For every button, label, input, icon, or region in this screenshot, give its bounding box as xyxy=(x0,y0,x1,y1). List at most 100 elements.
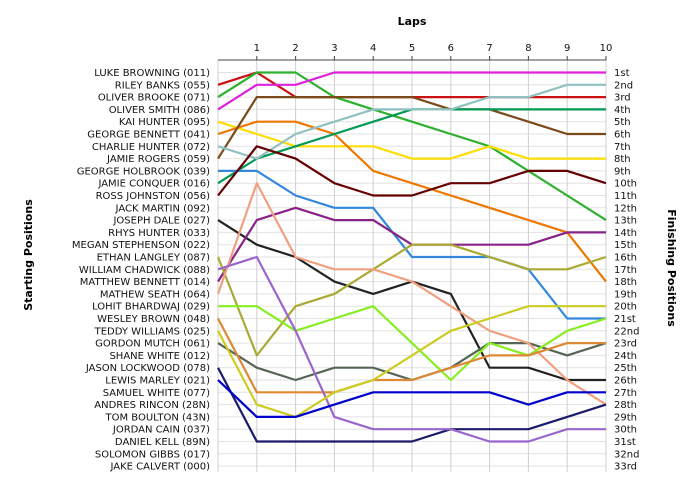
lap-tick-label: 7 xyxy=(486,43,492,54)
starting-position-label: OLIVER SMITH (086) xyxy=(109,105,210,116)
finishing-position-label: 18th xyxy=(614,277,637,288)
finishing-position-label: 8th xyxy=(614,154,631,165)
starting-position-label: ROSS JOHNSTON (056) xyxy=(96,191,210,202)
finishing-position-label: 20th xyxy=(614,302,637,313)
driver-position-line xyxy=(217,95,606,160)
finishing-position-label: 4th xyxy=(614,105,631,116)
driver-position-line xyxy=(217,255,606,443)
lap-tick-label: 10 xyxy=(600,43,613,54)
lap-tick-label: 4 xyxy=(370,43,376,54)
starting-position-label: SAMUEL WHITE (077) xyxy=(103,388,210,399)
starting-position-label: MEGAN STEPHENSON (022) xyxy=(72,240,210,251)
finishing-position-label: 12th xyxy=(614,203,637,214)
lap-tick-label: 3 xyxy=(331,43,337,54)
finishing-position-label: 1st xyxy=(614,68,630,79)
finishing-position-label: 25th xyxy=(614,363,637,374)
starting-position-label: JOSEPH DALE (027) xyxy=(112,216,210,227)
finishing-position-label: 31st xyxy=(614,437,636,448)
lap-tick-label: 8 xyxy=(525,43,531,54)
finishing-position-label: 22nd xyxy=(614,326,639,337)
starting-position-label: SOLOMON GIBBS (017) xyxy=(95,449,210,460)
finishing-position-label: 17th xyxy=(614,265,637,276)
finishing-position-label: 5th xyxy=(614,117,631,128)
driver-position-line xyxy=(216,182,607,406)
finishing-position-label: 3rd xyxy=(614,93,631,104)
starting-position-label: ETHAN LANGLEY (087) xyxy=(97,253,210,264)
lap-ticks: 1 2 3 4 5 6 7 8 9 10 xyxy=(254,43,613,60)
finishing-position-label: 23rd xyxy=(614,339,637,350)
starting-position-label: JACK MARTIN (092) xyxy=(115,203,211,214)
starting-position-label: CHARLIE HUNTER (072) xyxy=(92,142,210,153)
finishing-position-label: 21st xyxy=(614,314,636,325)
driver-position-line xyxy=(217,71,607,222)
lap-tick-label: 6 xyxy=(448,43,454,54)
driver-position-line xyxy=(218,305,607,382)
starting-position-label: LUKE BROWNING (011) xyxy=(94,68,210,79)
driver-position-line xyxy=(217,379,606,418)
starting-position-label: OLIVER BROOKE (071) xyxy=(98,93,210,104)
starting-position-label: RILEY BANKS (055) xyxy=(115,80,210,91)
driver-position-line xyxy=(217,120,607,283)
starting-position-label: GEORGE HOLBROOK (039) xyxy=(77,166,210,177)
finishing-position-label: 30th xyxy=(614,425,637,436)
starting-position-label: JAKE CALVERT (000) xyxy=(109,462,210,473)
lap-tick-label: 9 xyxy=(564,43,570,54)
starting-position-label: WILLIAM CHADWICK (088) xyxy=(79,265,210,276)
finishing-position-label: 28th xyxy=(614,400,637,411)
finishing-position-label: 33rd xyxy=(614,462,637,473)
starting-position-label: KAI HUNTER (095) xyxy=(119,117,210,128)
starting-position-label: MATHEW SEATH (064) xyxy=(100,289,210,300)
finishing-position-label: 13th xyxy=(614,216,637,227)
finishing-position-label: 29th xyxy=(614,412,637,423)
starting-position-label: JORDAN CAIN (037) xyxy=(112,425,210,436)
finishing-position-label: 19th xyxy=(614,289,637,300)
starting-position-label: GEORGE BENNETT (041) xyxy=(87,130,210,141)
left-axis-title: Starting Positions xyxy=(22,199,35,311)
finishing-position-label: 26th xyxy=(614,376,637,387)
driver-position-line xyxy=(217,367,607,443)
x-axis-title: Laps xyxy=(398,15,427,28)
finishing-position-label: 6th xyxy=(614,130,631,141)
driver-position-line xyxy=(217,145,607,197)
finishing-position-label: 9th xyxy=(614,166,631,177)
finishing-position-label: 7th xyxy=(614,142,631,153)
starting-labels: LUKE BROWNING (011)RILEY BANKS (055) OLIV… xyxy=(72,68,210,473)
finishing-position-label: 32nd xyxy=(614,449,639,460)
starting-position-label: LEWIS MARLEY (021) xyxy=(105,376,210,387)
driver-position-line xyxy=(217,71,606,111)
lap-tick-label: 5 xyxy=(409,43,415,54)
starting-position-label: GORDON MUTCH (061) xyxy=(95,339,210,350)
finishing-position-label: 15th xyxy=(614,240,637,251)
finishing-position-label: 24th xyxy=(614,351,637,362)
driver-position-line xyxy=(217,305,606,418)
right-axis-title: Finishing Positions xyxy=(665,209,678,327)
starting-position-label: JASON LOCKWOOD (078) xyxy=(85,363,210,374)
driver-position-line xyxy=(217,317,606,394)
finishing-position-label: 2nd xyxy=(614,80,633,91)
starting-position-label: SHANE WHITE (012) xyxy=(109,351,210,362)
finishing-position-label: 27th xyxy=(614,388,637,399)
starting-position-label: TEDDY WILLIAMS (025) xyxy=(94,326,210,337)
starting-position-label: TOM BOULTON (43N) xyxy=(104,412,210,423)
starting-position-label: RHYS HUNTER (033) xyxy=(108,228,210,239)
finishing-position-label: 14th xyxy=(614,228,637,239)
series-lines xyxy=(216,71,607,443)
driver-position-line xyxy=(218,169,606,320)
starting-position-label: JAMIE CONQUER (016) xyxy=(97,179,210,190)
starting-position-label: ANDRES RINCON (28N) xyxy=(94,400,210,411)
driver-position-line xyxy=(217,83,606,160)
starting-position-label: LOHIT BHARDWAJ (029) xyxy=(92,302,210,313)
finishing-position-label: 16th xyxy=(614,253,637,264)
starting-position-label: DANIEL KELL (89N) xyxy=(115,437,210,448)
finishing-position-label: 11th xyxy=(614,191,637,202)
grid xyxy=(217,59,607,473)
starting-position-label: MATTHEW BENNETT (014) xyxy=(80,277,210,288)
lap-tick-label: 2 xyxy=(292,43,298,54)
lap-tick-label: 1 xyxy=(254,43,260,54)
finishing-position-label: 10th xyxy=(614,179,637,190)
starting-position-label: JAMIE ROGERS (059) xyxy=(106,154,210,165)
starting-position-label: WESLEY BROWN (048) xyxy=(97,314,210,325)
